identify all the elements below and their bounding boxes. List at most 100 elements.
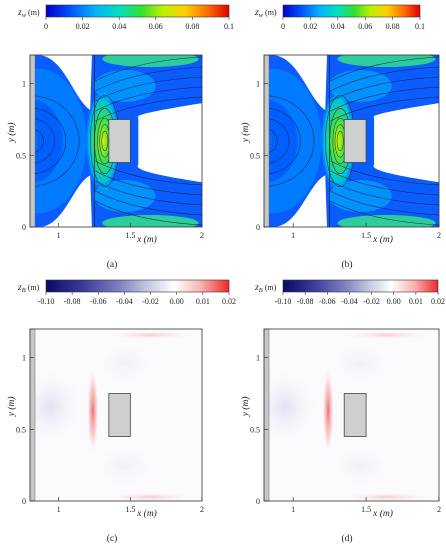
- x-tick-label: 1.5: [361, 505, 371, 514]
- y-tick-label: 0.5: [16, 425, 26, 434]
- top-band: [102, 55, 199, 67]
- colorbar-tick-label: -0.04: [116, 297, 133, 306]
- contour-line: [330, 86, 439, 112]
- colorbar-tick-label: 0.1: [415, 22, 425, 31]
- colorbar-tick-label: 0.02: [431, 297, 445, 306]
- colorbar-tick-label: -0.04: [341, 297, 358, 306]
- colorbar-tick-label: 0.06: [358, 22, 372, 31]
- deposition-top: [98, 330, 202, 340]
- colorbar-variable-label: zw (m): [17, 8, 40, 19]
- colorbar-tick-label: 0.02: [303, 22, 317, 31]
- inlet-jet: [264, 99, 298, 183]
- colorbar-tick-label: -0.02: [142, 297, 159, 306]
- contour-line: [95, 66, 202, 92]
- contour-line: [330, 76, 439, 102]
- flume-wall: [29, 54, 36, 228]
- scour-zone-bottom: [81, 440, 168, 493]
- x-tick-label: 1: [57, 231, 61, 240]
- y-axis-title: y (m): [240, 397, 251, 418]
- x-axis-title: x (m): [136, 234, 157, 245]
- colorbar-tick-label: 0.1: [224, 22, 234, 31]
- plot-frame: [29, 54, 203, 228]
- contour-line: [30, 118, 55, 164]
- colorbar-tick-label: 0: [44, 22, 48, 31]
- colorbar-tick-label: -0.08: [64, 297, 81, 306]
- contour-line: [95, 160, 202, 186]
- colorbar-tick-label: 0: [281, 22, 285, 31]
- deposition-bottom: [334, 492, 439, 501]
- contour-line: [30, 95, 80, 187]
- contour-line: [330, 180, 439, 206]
- colorbar-tick-label: -0.08: [297, 297, 314, 306]
- plot-frame: [263, 328, 440, 502]
- contour-line: [330, 190, 439, 216]
- contour-line: [95, 170, 202, 196]
- colorbar-tick-label: 0.00: [170, 297, 184, 306]
- field: [264, 329, 439, 501]
- band-2: [93, 69, 156, 102]
- colorbar: [282, 279, 439, 293]
- colorbar-tick-label: -0.06: [319, 297, 336, 306]
- panel-b: zw (m) 0 0.02 0.04 0.06 0.08 0.1 1 1.5 2 0 0.5 1 x (m…: [240, 4, 441, 270]
- panel-label: (a): [107, 259, 118, 270]
- x-tick-label: 1.5: [125, 231, 135, 240]
- colorbar-tick-label: -0.10: [275, 297, 292, 306]
- x-tick-label: 2: [200, 505, 204, 514]
- scour-zone: [264, 364, 324, 450]
- bottom-band: [102, 215, 199, 227]
- y-tick-label: 0: [256, 497, 260, 506]
- obstacle: [108, 119, 131, 163]
- x-axis-title: x (m): [372, 234, 393, 245]
- x-tick-label: 1.5: [125, 505, 135, 514]
- band-3: [93, 180, 156, 213]
- top-band: [337, 55, 436, 67]
- panel-c: zB (m) -0.10 -0.08 -0.06 -0.04 -0.02 0.00 0.01 0…: [6, 279, 236, 544]
- y-tick-label: 1: [256, 354, 260, 363]
- obstacle: [108, 393, 131, 437]
- band-3: [328, 180, 392, 213]
- obstacle: [343, 393, 367, 437]
- y-tick-label: 0.5: [250, 425, 260, 434]
- contour-line: [330, 170, 439, 196]
- y-tick-label: 0: [22, 223, 26, 232]
- colorbar-variable-label: zB (m): [17, 283, 40, 294]
- panel-a: zw (m) 0 0.02 0.04 0.06 0.08 0.1 1 1.5 2 0 0.5 1 x (m…: [6, 4, 234, 270]
- contour-line: [264, 95, 315, 187]
- scour-zone-top: [81, 337, 168, 390]
- y-axis-title: y (m): [6, 397, 17, 418]
- inlet-jet: [30, 99, 63, 183]
- colorbar: [45, 279, 230, 293]
- x-tick-label: 2: [437, 505, 441, 514]
- colorbar-variable-label: zw (m): [254, 8, 277, 19]
- scour-zone-bottom: [316, 440, 404, 493]
- contour-line: [95, 180, 202, 206]
- band-2: [328, 69, 392, 102]
- flume-wall: [29, 328, 36, 502]
- deposition-zone: [322, 366, 335, 456]
- colorbar-tick-label: 0.04: [112, 22, 126, 31]
- panel-d: zB (m) -0.10 -0.08 -0.06 -0.04 -0.02 0.00 0.01 0…: [240, 279, 445, 544]
- field: [30, 329, 202, 501]
- x-tick-label: 1: [291, 505, 295, 514]
- colorbar-tick-label: -0.10: [38, 297, 55, 306]
- y-tick-label: 1: [22, 80, 26, 89]
- y-tick-label: 1: [22, 354, 26, 363]
- deposition-bottom: [98, 492, 202, 501]
- panel-label: (b): [341, 259, 352, 270]
- contour-line: [336, 130, 344, 152]
- colorbar-variable-label: zB (m): [254, 283, 277, 294]
- contour-line: [330, 96, 439, 122]
- contour-line: [330, 66, 439, 92]
- contour-line: [30, 107, 67, 175]
- x-axis-title: x (m): [136, 508, 157, 519]
- contour-line: [95, 96, 202, 122]
- deposition-zone: [86, 366, 99, 456]
- y-axis-title: y (m): [6, 123, 17, 144]
- colorbar-tick-label: 0.08: [386, 22, 400, 31]
- contour-line: [330, 160, 439, 186]
- x-tick-label: 2: [437, 231, 441, 240]
- contour-line: [95, 190, 202, 216]
- x-tick-label: 1: [57, 505, 61, 514]
- x-axis-title: x (m): [372, 508, 393, 519]
- x-tick-label: 1.5: [361, 231, 371, 240]
